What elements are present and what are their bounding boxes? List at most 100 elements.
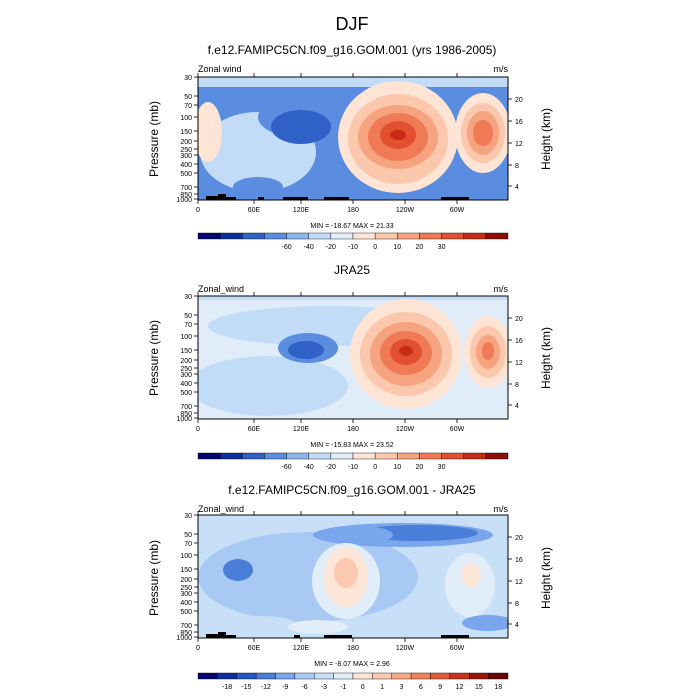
colorbar-swatch — [242, 232, 265, 240]
x-tick-label: 60W — [450, 207, 465, 214]
contour-region — [334, 558, 358, 588]
y2-tick-label: 8 — [515, 382, 519, 389]
y-tick-label: 1000 — [176, 197, 192, 204]
contour-field — [198, 77, 508, 200]
colorbar-swatch — [333, 672, 354, 680]
colorbar-swatch — [264, 452, 287, 460]
contour-region — [399, 346, 413, 356]
y2-tick-label: 16 — [515, 338, 523, 345]
colorbar-swatch — [275, 672, 296, 680]
colorbar-swatch — [197, 672, 218, 680]
colorbar-label: -1 — [340, 684, 346, 691]
y-tick-label: 30 — [184, 294, 192, 301]
y-tick-label: 250 — [180, 147, 192, 154]
y-tick-label: 30 — [184, 75, 192, 82]
colorbar-swatch — [463, 232, 487, 240]
y-tick-label: 50 — [184, 94, 192, 101]
colorbar-swatch — [308, 232, 332, 240]
units-label: m/s — [494, 284, 509, 294]
contour-region — [233, 177, 283, 197]
y-tick-label: 150 — [180, 129, 192, 136]
y-tick-label: 200 — [180, 139, 192, 146]
colorbar-label: 15 — [475, 684, 483, 691]
terrain-mark — [324, 197, 349, 200]
y-tick-label: 300 — [180, 153, 192, 160]
colorbar-swatch — [308, 452, 332, 460]
contour-region — [482, 342, 494, 360]
colorbar-swatch — [242, 452, 265, 460]
colorbar-label: -20 — [326, 464, 336, 471]
contour-region — [198, 77, 508, 87]
colorbar-label: 6 — [419, 684, 423, 691]
y-tick-label: 250 — [180, 585, 192, 592]
minmax-label: MIN = -8.07 MAX = 2.96 — [314, 661, 390, 668]
colorbar-label: -60 — [282, 244, 292, 251]
colorbar-swatch — [374, 452, 398, 460]
y-axis-label: Pressure (mb) — [147, 101, 161, 177]
x-tick-label: 60W — [450, 645, 465, 652]
y-tick-label: 100 — [180, 553, 192, 560]
y2-tick-label: 12 — [515, 141, 523, 148]
colorbar: -18 -15 -12 -9 -6 -3 -1 0 1 3 6 9 12 15 18 — [197, 672, 509, 691]
colorbar-swatch — [219, 232, 243, 240]
x-tick-label: 120E — [293, 426, 310, 433]
contour-region — [343, 527, 393, 543]
colorbar: -60 -40 -20 -10 0 10 20 30 — [197, 232, 509, 251]
x-tick-label: 60W — [450, 426, 465, 433]
x-tick-label: 60E — [248, 426, 261, 433]
colorbar-swatch — [264, 232, 287, 240]
y2-tick-label: 4 — [515, 622, 519, 629]
colorbar-swatch — [286, 452, 309, 460]
units-label: m/s — [494, 504, 509, 514]
x-tick-label: 120E — [293, 207, 310, 214]
variable-label: Zonal_wind — [198, 504, 244, 514]
x-tick-label: 0 — [196, 207, 200, 214]
colorbar-swatch — [330, 232, 354, 240]
colorbar-swatch — [197, 452, 221, 460]
colorbar-label: 20 — [416, 244, 424, 251]
y-tick-label: 70 — [184, 541, 192, 548]
x-tick-label: 0 — [196, 426, 200, 433]
colorbar-swatch — [463, 452, 487, 460]
contour-region — [462, 615, 508, 631]
y2-tick-label: 16 — [515, 119, 523, 126]
x-tick-label: 60E — [248, 645, 261, 652]
y-tick-label: 300 — [180, 372, 192, 379]
colorbar-label: 30 — [438, 464, 446, 471]
colorbar-swatch — [330, 452, 354, 460]
contour-region — [198, 296, 508, 300]
x-tick-label: 120W — [396, 426, 415, 433]
colorbar-label: -12 — [261, 684, 271, 691]
colorbar-label: -18 — [222, 684, 232, 691]
y-tick-label: 500 — [180, 390, 192, 397]
x-tick-label: 120W — [396, 207, 415, 214]
figure-title: DJF — [336, 14, 369, 34]
contour-region — [288, 620, 348, 634]
x-tick-label: 180 — [347, 645, 359, 652]
terrain-mark — [206, 196, 222, 200]
x-tick-label: 120W — [396, 645, 415, 652]
colorbar-swatch — [314, 672, 334, 680]
y-tick-label: 200 — [180, 577, 192, 584]
terrain-mark — [226, 197, 236, 200]
y-tick-label: 850 — [180, 411, 192, 418]
colorbar-label: -10 — [348, 244, 358, 251]
colorbar-label: 0 — [373, 464, 377, 471]
colorbar-label: -40 — [304, 464, 314, 471]
y2-tick-label: 4 — [515, 184, 519, 191]
y2-axis-label: Height (km) — [539, 108, 553, 170]
colorbar-swatch — [236, 672, 257, 680]
y-axis-label: Pressure (mb) — [147, 540, 161, 616]
variable-label: Zonal_wind — [198, 284, 244, 294]
colorbar-label: -20 — [326, 244, 336, 251]
colorbar-label: -10 — [348, 464, 358, 471]
y-tick-label: 300 — [180, 591, 192, 598]
y-tick-label: 30 — [184, 513, 192, 520]
colorbar-label: 1 — [380, 684, 384, 691]
colorbar-swatch — [352, 452, 376, 460]
colorbar-swatch — [374, 232, 398, 240]
y-tick-label: 400 — [180, 381, 192, 388]
y2-tick-label: 20 — [515, 97, 523, 104]
